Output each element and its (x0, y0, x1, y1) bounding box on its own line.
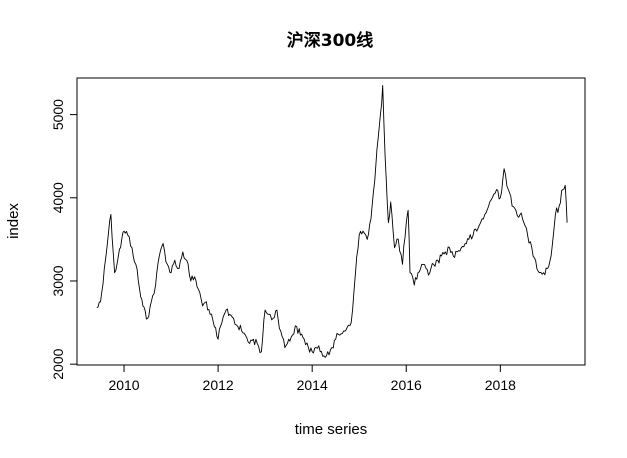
x-tick-label: 2016 (391, 377, 422, 393)
x-tick-label: 2012 (203, 377, 234, 393)
x-axis-title: time series (295, 421, 368, 438)
series-line (96, 85, 568, 358)
y-tick-label: 3000 (50, 265, 66, 296)
y-tick-label: 2000 (50, 348, 66, 379)
x-tick-label: 2014 (297, 377, 328, 393)
x-tick-label: 2010 (108, 377, 139, 393)
chart-title: 沪深300线 (287, 30, 374, 51)
y-tick-label: 4000 (50, 182, 66, 213)
x-axis: 2010 2012 2014 2016 2018 (108, 364, 516, 393)
y-tick-label: 5000 (50, 99, 66, 130)
y-axis-title: index (5, 203, 22, 239)
x-tick-label: 2018 (485, 377, 516, 393)
y-axis: 2000 3000 4000 5000 (50, 99, 78, 380)
series-group (96, 85, 568, 358)
plot-frame (76, 77, 586, 366)
